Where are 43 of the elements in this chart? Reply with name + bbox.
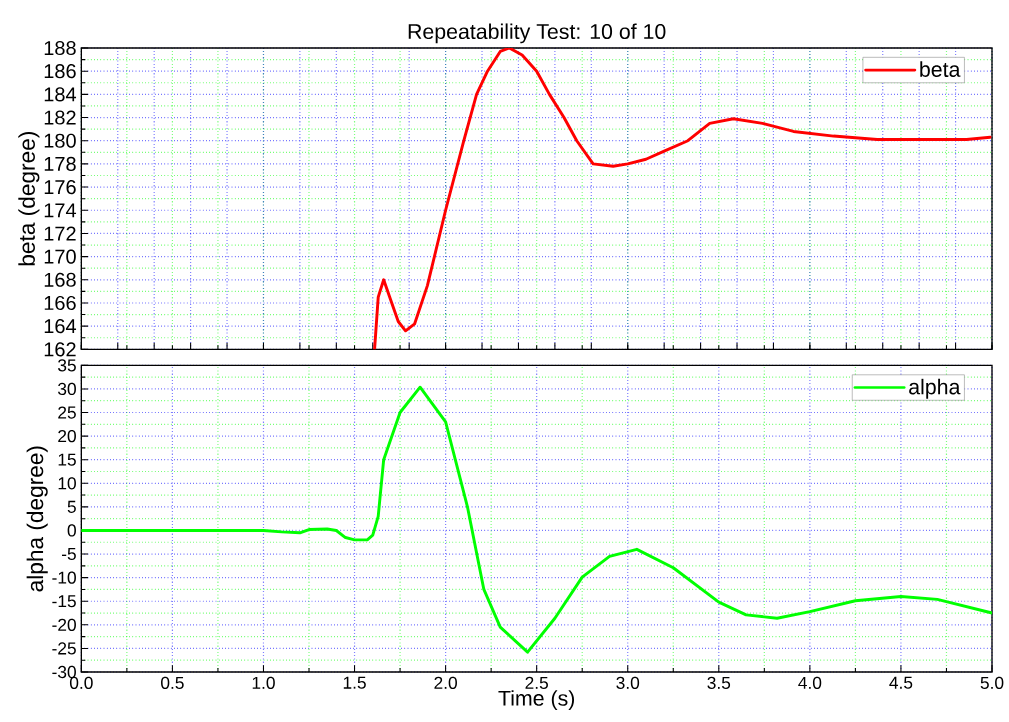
y-tick-label: 30: [58, 382, 76, 396]
y-tick-label: 182: [44, 110, 76, 125]
y-tick-label: -15: [52, 595, 76, 608]
y-axis-title: beta (degree): [18, 132, 40, 266]
y-tick-label: 176: [44, 180, 76, 195]
x-tick-label: 2.5: [525, 676, 548, 689]
y-tick-label: -20: [52, 618, 76, 631]
x-tick-label: 1.0: [252, 676, 275, 689]
y-tick-label: 186: [44, 64, 76, 79]
x-axis-title: Time (s): [498, 690, 575, 711]
y-tick-label: 20: [58, 429, 76, 443]
x-tick-label: 3.5: [707, 676, 731, 689]
x-tick-label: 0.5: [161, 676, 184, 689]
y-axis-title: alpha (degree): [26, 446, 48, 592]
y-tick-label: 178: [44, 156, 76, 171]
x-tick-label: 5.0: [980, 676, 1004, 689]
y-tick-label: 170: [44, 249, 76, 264]
y-tick-label: 35: [58, 359, 76, 372]
y-tick-label: 188: [44, 40, 76, 56]
y-tick-label: 164: [44, 319, 77, 334]
y-tick-label: 25: [58, 406, 76, 419]
y-tick-label: 0: [67, 524, 76, 537]
y-tick-label: 168: [44, 272, 76, 287]
y-tick-label: 172: [44, 226, 76, 241]
y-tick-label: 184: [44, 87, 77, 102]
x-tick-label: 1.5: [343, 676, 366, 689]
y-tick-label: -5: [61, 548, 76, 561]
y-tick-label: 166: [44, 295, 76, 311]
y-tick-label: -10: [52, 571, 76, 584]
x-tick-label: 3.0: [616, 676, 640, 689]
y-tick-label: 10: [58, 477, 76, 490]
y-tick-label: 162: [44, 342, 76, 357]
y-tick-label: 15: [58, 453, 76, 466]
x-tick-label: 4.5: [889, 676, 913, 689]
y-tick-label: 5: [67, 500, 76, 513]
x-tick-label: 4.0: [798, 676, 822, 689]
y-tick-label: -25: [52, 642, 76, 655]
x-tick-label: 2.0: [434, 676, 457, 689]
y-tick-label: 180: [44, 133, 76, 148]
legend-label: alpha: [909, 378, 961, 399]
y-tick-label: 174: [44, 203, 77, 218]
chart-title: Repeatability Test: 10 of 10: [408, 23, 666, 44]
legend-label: beta: [920, 61, 961, 77]
